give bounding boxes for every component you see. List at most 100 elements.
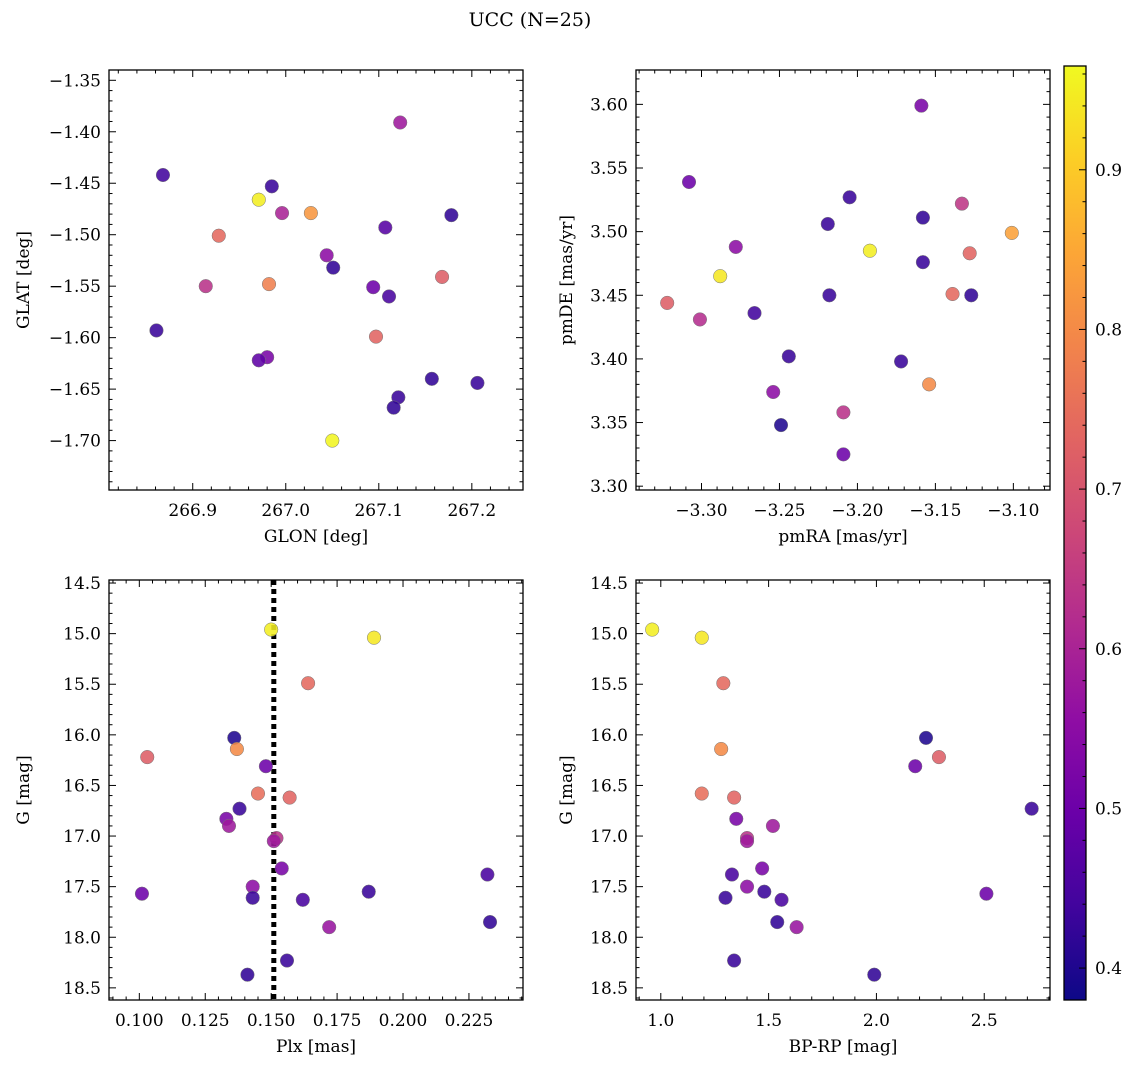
x-tick-label: 2.0 <box>863 1011 890 1031</box>
scatter-point <box>251 192 266 207</box>
y-axis-label: pmDE [mas/yr] <box>557 215 577 345</box>
scatter-point <box>366 630 382 645</box>
y-tick-label: 3.35 <box>590 414 628 434</box>
scatter-point <box>366 280 381 295</box>
colorbar-tick-label: 0.7 <box>1095 480 1122 500</box>
scatter-point <box>728 239 743 254</box>
scatter-point <box>765 818 780 833</box>
scatter-point <box>435 269 450 284</box>
y-tick-label: 18.5 <box>590 979 628 999</box>
scatter-point <box>482 915 498 930</box>
scatter-point <box>842 190 857 205</box>
scatter-point <box>480 867 495 882</box>
x-axis-label: GLON [deg] <box>264 527 368 547</box>
x-tick-label: −3.10 <box>987 501 1039 521</box>
scatter-point <box>319 248 334 263</box>
y-tick-label: 3.45 <box>590 286 628 306</box>
scatter-point <box>274 206 290 221</box>
scatter-point <box>681 174 697 190</box>
y-tick-label: 15.5 <box>590 675 628 695</box>
scatter-point <box>773 418 789 433</box>
scatter-point <box>962 246 977 261</box>
scatter-point <box>915 255 930 270</box>
y-tick-label: 18.0 <box>63 928 101 948</box>
scatter-point <box>867 967 882 982</box>
scatter-point <box>724 867 740 882</box>
y-tick-label: 14.5 <box>63 574 101 594</box>
y-tick-label: 3.60 <box>590 95 628 115</box>
scatter-point <box>274 861 289 876</box>
y-tick-label: 15.0 <box>590 625 628 645</box>
figure-title: UCC (N=25) <box>469 9 592 31</box>
scatter-point <box>964 288 979 303</box>
scatter-point <box>266 834 281 849</box>
y-tick-label: 17.0 <box>590 827 628 847</box>
x-tick-label: 267.0 <box>261 501 310 521</box>
x-axis-label: BP-RP [mag] <box>789 1037 898 1057</box>
scatter-point <box>279 953 295 968</box>
scatter-point <box>716 676 731 691</box>
x-tick-label: 267.1 <box>354 501 403 521</box>
scatter-point <box>149 323 164 338</box>
scatter-point <box>1004 225 1019 240</box>
x-axis-label: pmRA [mas/yr] <box>778 527 907 547</box>
scatter-point <box>694 786 709 801</box>
scatter-point <box>251 353 266 368</box>
y-tick-label: 16.0 <box>590 726 628 746</box>
scatter-point <box>258 759 273 774</box>
x-tick-label: 266.9 <box>168 501 217 521</box>
scatter-point <box>660 295 675 310</box>
y-tick-label: −1.70 <box>49 432 101 452</box>
panel-3: 0.100 0.125 0.150 0.175 0.200 0.225 14.5 15.0 15… <box>14 574 524 1057</box>
scatter-point <box>240 967 255 982</box>
x-tick-label: 0.200 <box>379 1011 428 1031</box>
colorbar-tick-label: 0.4 <box>1095 959 1122 979</box>
scatter-point <box>155 167 171 183</box>
scatter-point <box>836 405 851 420</box>
y-tick-label: 18.0 <box>590 928 628 948</box>
scatter-point <box>739 879 755 894</box>
scatter-point <box>326 260 341 275</box>
y-tick-label: 15.0 <box>63 625 101 645</box>
scatter-point <box>424 371 439 386</box>
y-tick-label: 3.50 <box>590 223 628 243</box>
y-tick-label: 16.5 <box>63 776 101 796</box>
scatter-point <box>325 433 340 448</box>
x-tick-label: 267.2 <box>447 501 496 521</box>
x-tick-label: 0.100 <box>115 1011 164 1031</box>
scatter-point <box>914 98 929 113</box>
scatter-point <box>713 269 728 284</box>
y-tick-label: 3.30 <box>590 477 628 497</box>
scatter-point <box>908 759 923 774</box>
axes-frame <box>635 69 1051 491</box>
y-tick-label: 18.5 <box>63 979 101 999</box>
scatter-point <box>945 286 960 302</box>
scatter-point <box>134 886 150 901</box>
scatter-point <box>378 220 393 235</box>
x-tick-label: 0.225 <box>445 1011 494 1031</box>
scatter-point <box>781 349 796 364</box>
scatter-point <box>862 243 877 258</box>
y-tick-label: −1.60 <box>49 329 101 349</box>
scatter-point <box>727 953 742 968</box>
panel-2: −3.30 −3.25 −3.20 −3.15 −3.10 3.30 3.35 3.40 3.4… <box>557 69 1051 547</box>
scatter-point <box>198 279 213 294</box>
scatter-point <box>393 115 408 130</box>
scatter-point <box>361 884 376 899</box>
scatter-point <box>303 206 318 221</box>
axes-frame <box>108 579 524 1001</box>
axes-frame <box>635 579 1051 1001</box>
scatter-point <box>645 622 660 637</box>
scatter-point <box>692 312 707 327</box>
scatter-point <box>755 861 770 876</box>
scatter-point <box>470 375 485 390</box>
scatter-point <box>774 892 789 907</box>
y-tick-label: 15.5 <box>63 675 101 695</box>
y-tick-label: −1.65 <box>49 380 101 400</box>
y-axis-label: G [mag] <box>14 755 34 824</box>
y-tick-label: 3.55 <box>590 159 628 179</box>
scatter-point <box>789 920 804 935</box>
scatter-point <box>757 884 772 899</box>
scatter-point <box>245 890 260 905</box>
y-tick-label: 14.5 <box>590 574 628 594</box>
